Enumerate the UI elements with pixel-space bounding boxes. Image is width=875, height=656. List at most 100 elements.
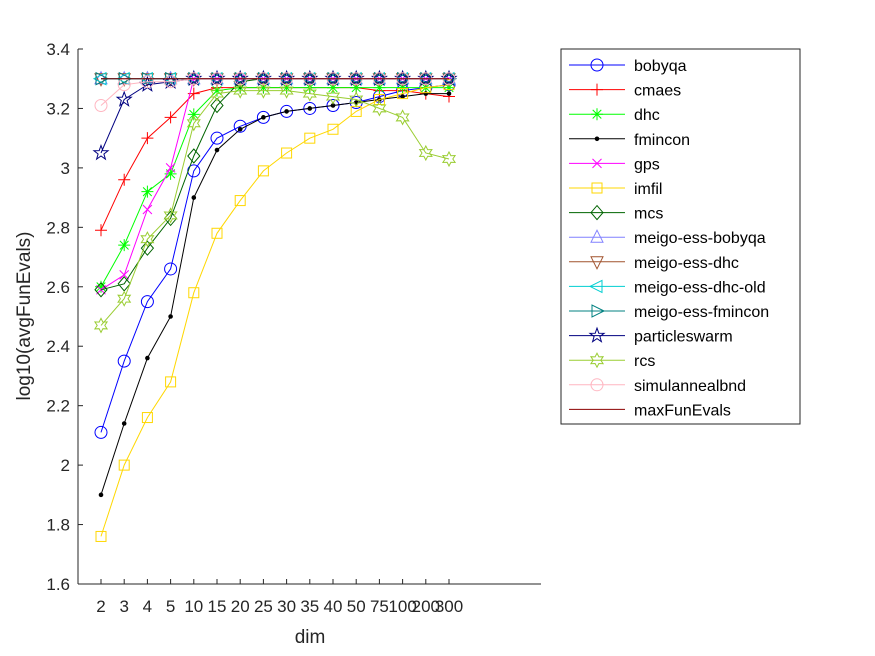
x-tick-label: 50	[347, 597, 366, 616]
data-point-meigo-ess-bobyqa	[326, 70, 340, 85]
x-tick-label: 5	[166, 597, 175, 616]
x-axis-label: dim	[295, 627, 326, 648]
legend-marker	[589, 352, 605, 369]
data-point-rcs	[233, 82, 248, 99]
legend-item-meigo-ess-dhc-old: meigo-ess-dhc-old	[569, 279, 766, 296]
series-imfil	[95, 79, 455, 542]
data-point-rcs	[140, 231, 155, 248]
legend-label: particleswarm	[634, 329, 733, 346]
legend-item-simulannealbnd: simulannealbnd	[569, 378, 746, 395]
legend-marker	[590, 204, 604, 221]
legend-label: mcs	[634, 206, 663, 223]
data-point-rcs	[209, 85, 225, 102]
data-point-bobyqa	[210, 131, 224, 145]
data-point-fmincon	[446, 91, 452, 96]
data-point-bobyqa	[280, 104, 294, 118]
data-point-dhc	[187, 108, 200, 121]
legend-label: gps	[634, 156, 660, 173]
legend-label: fmincon	[634, 132, 690, 149]
legend-label: cmaes	[634, 83, 681, 100]
data-point-imfil	[211, 227, 223, 239]
series-line-rcs	[100, 90, 450, 326]
legend-item-mcs: mcs	[569, 204, 663, 223]
data-point-fmincon	[98, 492, 104, 498]
y-tick-label: 2.2	[46, 397, 70, 416]
x-tick-label: 2	[96, 597, 105, 616]
data-point-fmincon	[400, 94, 405, 99]
y-tick-label: 2.4	[46, 337, 70, 356]
legend-item-imfil: imfil	[569, 181, 662, 198]
data-point-dhc	[396, 81, 409, 94]
data-point-meigo-ess-dhc-old	[440, 71, 455, 86]
y-tick-label: 3.4	[46, 40, 70, 59]
data-point-meigo-ess-bobyqa	[94, 70, 108, 85]
x-tick-label: 100	[388, 597, 416, 616]
legend-marker	[594, 136, 600, 142]
legend-marker	[591, 304, 606, 318]
data-point-dhc	[95, 280, 107, 293]
legend-label: simulannealbnd	[634, 378, 746, 395]
data-point-dhc	[443, 81, 455, 94]
y-tick-label: 2.6	[46, 278, 70, 297]
data-point-meigo-ess-bobyqa	[442, 70, 456, 85]
data-point-dhc	[327, 81, 339, 94]
data-point-imfil	[234, 195, 246, 207]
data-point-imfil	[281, 147, 293, 159]
x-tick-label: 15	[208, 597, 227, 616]
data-point-imfil	[397, 88, 409, 100]
data-point-particleswarm	[92, 143, 110, 161]
y-tick-label: 2	[61, 456, 70, 475]
data-point-mcs	[94, 281, 108, 298]
data-point-fmincon	[284, 109, 289, 114]
data-point-fmincon	[307, 106, 313, 111]
legend-item-meigo-ess-fmincon: meigo-ess-fmincon	[569, 304, 769, 321]
data-point-fmincon	[261, 115, 266, 120]
data-point-rcs	[279, 82, 294, 99]
data-point-rcs	[186, 115, 201, 132]
legend-marker	[591, 83, 603, 96]
legend: bobyqa cmaes dhc fmincon gps imfil mcs meigo-es…	[560, 48, 801, 425]
legend-marker	[590, 229, 604, 243]
x-tick-label: 30	[277, 597, 296, 616]
data-point-imfil	[188, 287, 200, 299]
data-point-fmincon	[145, 355, 150, 361]
data-point-imfil	[304, 132, 316, 144]
legend-item-cmaes: cmaes	[569, 83, 681, 100]
legend-item-gps: gps	[569, 156, 660, 173]
data-point-dhc	[164, 167, 177, 180]
data-point-rcs	[93, 317, 109, 334]
legend-label: meigo-ess-dhc	[634, 255, 739, 272]
x-tick-label: 35	[300, 597, 319, 616]
legend-label: meigo-ess-bobyqa	[634, 230, 766, 247]
data-point-dhc	[373, 81, 386, 94]
data-point-rcs	[395, 109, 410, 126]
data-point-imfil	[141, 412, 153, 424]
legend-label: dhc	[634, 107, 660, 124]
data-point-imfil	[118, 459, 130, 471]
x-tick-label: 10	[184, 597, 203, 616]
data-point-rcs	[441, 150, 457, 168]
series-rcs	[93, 82, 457, 334]
data-point-cmaes	[118, 173, 131, 186]
legend-marker	[591, 108, 603, 121]
legend-label: rcs	[634, 353, 655, 370]
data-point-rcs	[349, 91, 364, 108]
legend-label: meigo-ess-dhc-old	[634, 279, 766, 296]
data-point-bobyqa	[117, 354, 131, 368]
legend-box	[560, 48, 801, 425]
data-point-gps	[142, 204, 153, 215]
data-point-bobyqa	[256, 110, 270, 124]
data-point-meigo-ess-bobyqa	[349, 70, 364, 85]
data-point-dhc	[118, 239, 131, 252]
x-tick-label: 3	[119, 597, 128, 616]
data-point-imfil	[257, 165, 269, 177]
data-point-meigo-ess-bobyqa	[163, 70, 178, 85]
series-line-dhc	[100, 87, 449, 288]
series-layer	[92, 69, 458, 542]
data-point-simulannealbnd	[94, 98, 108, 112]
data-point-fmincon	[168, 314, 173, 319]
data-point-gps	[119, 270, 130, 280]
legend-item-meigo-ess-dhc: meigo-ess-dhc	[569, 255, 739, 272]
legend-label: meigo-ess-fmincon	[634, 304, 769, 321]
